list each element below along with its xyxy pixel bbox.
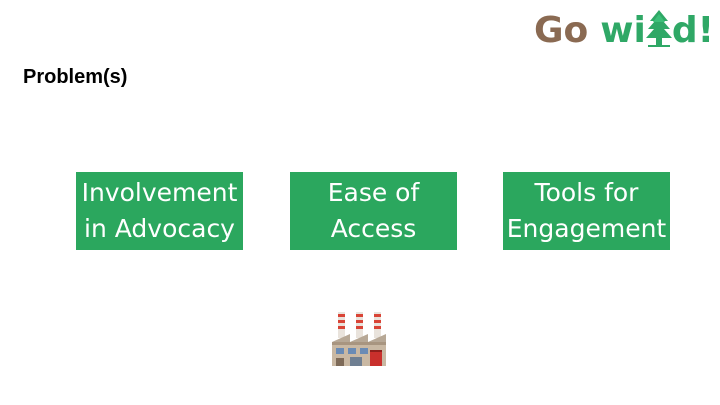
go-wild-logo: Go wi d! xyxy=(534,8,714,52)
problem-box-label: Involvement in Advocacy xyxy=(81,178,238,243)
problem-box-involvement: Involvement in Advocacy xyxy=(76,172,243,250)
problem-box-label: Tools for Engagement xyxy=(506,178,667,243)
slide-title: Problem(s) xyxy=(23,66,128,88)
logo-wild-text-start: wi xyxy=(600,9,646,51)
logo-wild-text-end: d! xyxy=(671,9,715,51)
pine-tree-icon xyxy=(644,8,674,52)
problem-box-engagement: Tools for Engagement xyxy=(503,172,670,250)
factory-icon xyxy=(330,308,390,368)
problem-box-access: Ease of Access xyxy=(290,172,457,250)
problem-box-label: Ease of Access xyxy=(327,178,420,243)
logo-go-text: Go xyxy=(534,9,589,51)
